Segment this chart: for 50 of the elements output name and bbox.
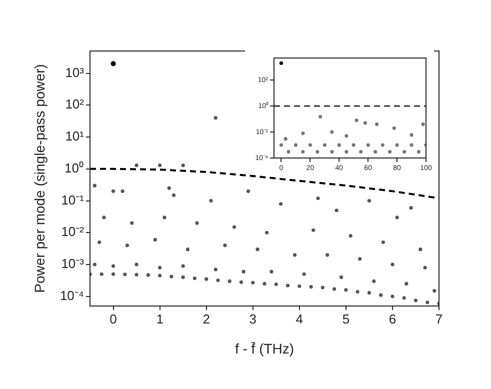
point — [316, 150, 320, 154]
y-tick-label: 10⁰ — [64, 160, 84, 176]
point — [392, 126, 396, 130]
x-tick-label: 3 — [249, 311, 256, 326]
x-tick-label: 6 — [388, 311, 396, 326]
point — [308, 143, 312, 147]
point — [374, 122, 379, 126]
y-tick-label: 10¹ — [65, 128, 85, 144]
x-tick-label: 2 — [202, 311, 210, 326]
y-tick-label: 10³ — [65, 64, 85, 80]
x-tick-label: 0 — [110, 311, 117, 326]
point — [301, 131, 305, 136]
point — [374, 150, 378, 154]
point — [352, 143, 356, 147]
x-tick-label: 7 — [435, 311, 443, 326]
point — [410, 133, 414, 137]
point — [388, 150, 392, 154]
point — [279, 143, 284, 147]
x-tick-label: 5 — [342, 311, 350, 326]
point — [284, 137, 288, 141]
y-tick-label: 10⁻² — [61, 224, 85, 240]
point — [380, 143, 384, 147]
point — [318, 114, 322, 119]
y-tick-label: 10² — [65, 96, 85, 112]
point — [294, 143, 298, 147]
y-axis-title: Power per mode (single-pass power) — [31, 64, 48, 293]
point — [344, 134, 348, 138]
y-tick-label: 10⁻¹ — [61, 192, 85, 208]
x-tick-label: 4 — [296, 311, 304, 326]
point — [359, 150, 363, 154]
point — [330, 150, 334, 154]
point — [410, 143, 414, 147]
point — [366, 143, 370, 147]
point — [344, 150, 348, 154]
point — [363, 121, 367, 125]
point — [301, 150, 305, 154]
point — [354, 118, 358, 122]
point — [286, 150, 290, 154]
point — [402, 150, 406, 154]
point — [322, 143, 326, 147]
x-axis-title: f - f̄ (THz) — [234, 340, 294, 356]
point — [395, 143, 399, 147]
point — [416, 150, 421, 154]
y-tick-label: 10⁻³ — [61, 256, 85, 272]
x-tick-label: 1 — [156, 311, 164, 326]
point — [330, 130, 334, 134]
point — [421, 122, 425, 126]
point — [337, 143, 341, 147]
point — [279, 61, 284, 65]
y-tick-label: 10⁻⁴ — [60, 288, 84, 303]
